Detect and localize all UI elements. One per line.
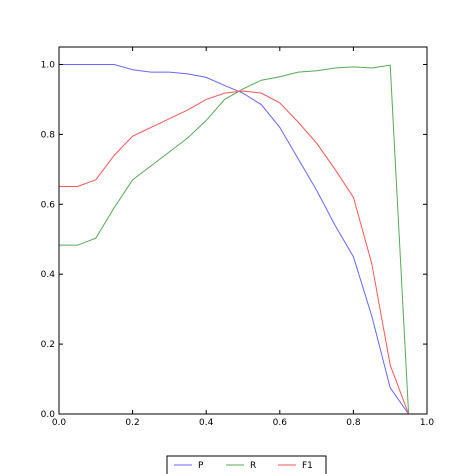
- plot-lines: [59, 63, 427, 415]
- x-tick-label: 0.4: [199, 418, 214, 428]
- x-tick-label: 1.0: [420, 418, 435, 428]
- y-axis: 0.0 0.2 0.4 0.6 0.8 1.0: [41, 60, 427, 420]
- x-axis: 0.0 0.2 0.4 0.6 0.8 1.0: [52, 47, 435, 428]
- series-line-p: [59, 63, 427, 415]
- y-tick-label: 0.4: [41, 270, 56, 280]
- legend-box: [166, 455, 327, 474]
- legend-label-r: R: [250, 461, 256, 471]
- plot-frame: [58, 46, 428, 415]
- x-tick-label: 0.8: [346, 418, 361, 428]
- x-tick-label: 0.0: [52, 418, 67, 428]
- legend: P R F1: [166, 455, 327, 474]
- legend-label-p: P: [198, 461, 204, 471]
- y-tick-label: 0.0: [41, 410, 56, 420]
- y-tick-label: 0.8: [41, 130, 56, 140]
- y-tick-label: 0.6: [41, 200, 56, 210]
- legend-label-f1: F1: [302, 461, 313, 471]
- x-tick-label: 0.2: [125, 418, 139, 428]
- y-tick-label: 0.2: [41, 340, 55, 350]
- x-tick-label: 0.6: [273, 418, 288, 428]
- y-tick-label: 1.0: [41, 60, 56, 70]
- series-line-r: [59, 64, 427, 415]
- series-line-f1: [59, 90, 427, 415]
